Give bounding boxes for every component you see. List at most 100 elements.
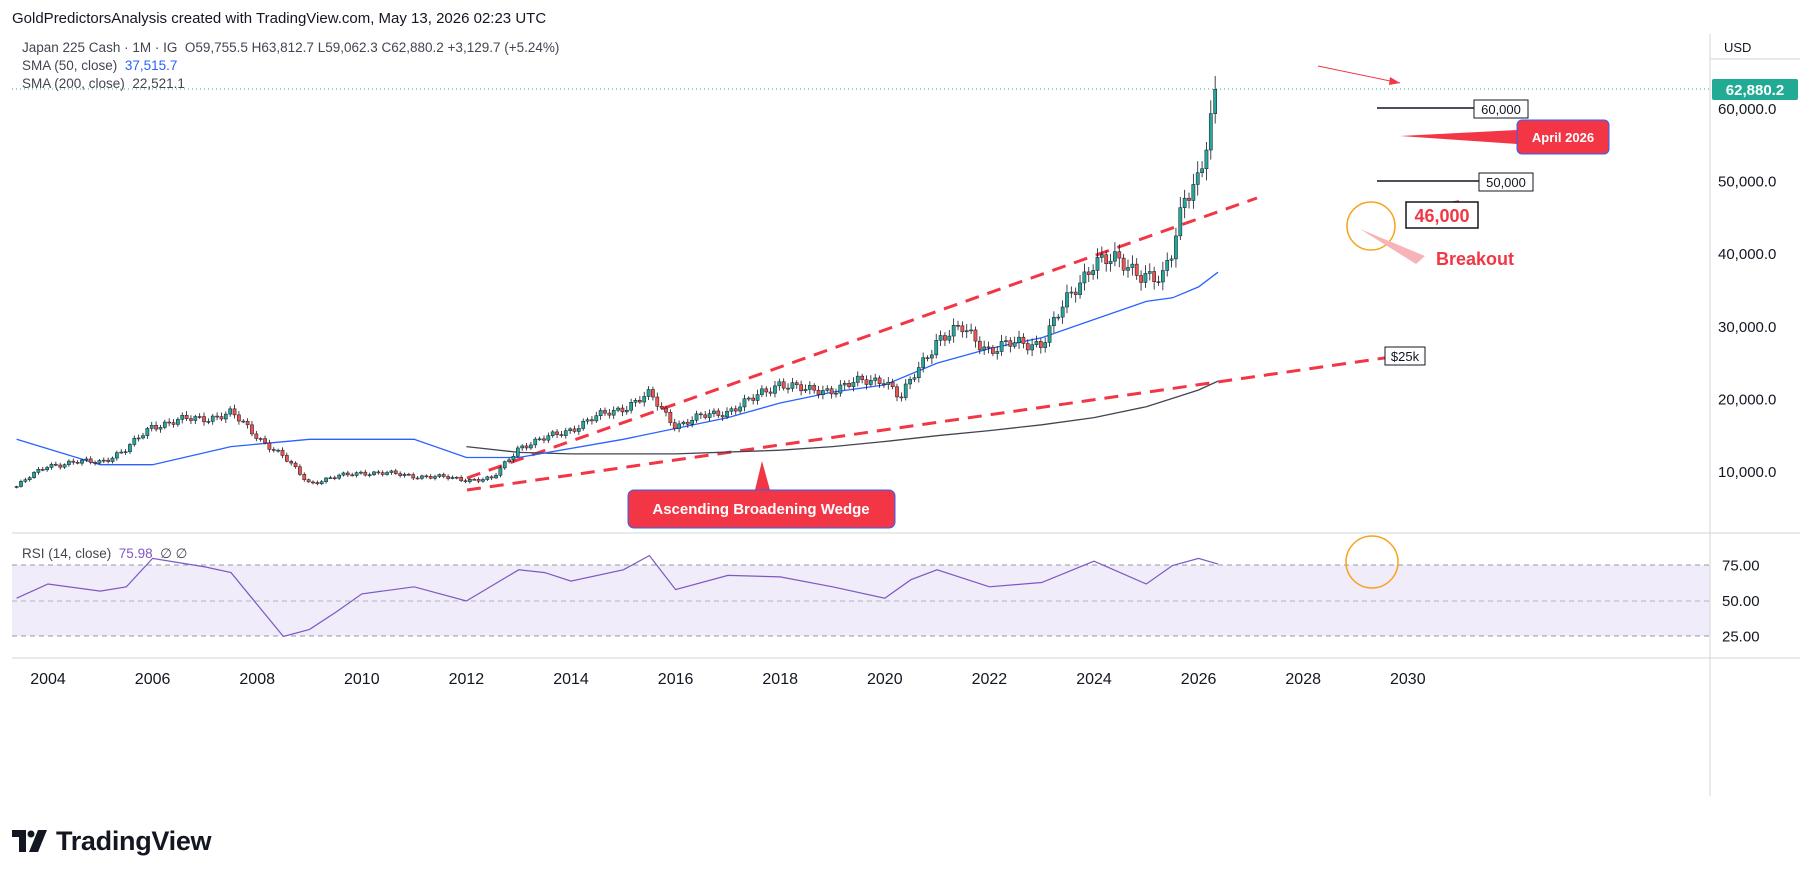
candle-body: [424, 475, 429, 478]
candle-body: [1095, 257, 1100, 271]
chart-background: [12, 34, 1800, 806]
candle-body: [834, 392, 838, 395]
candle-body: [598, 410, 603, 416]
symbol-name: Japan 225 Cash · 1M · IG: [22, 40, 178, 55]
candle-body: [437, 474, 442, 477]
x-tick-label: 2014: [553, 671, 589, 688]
candle-body: [951, 325, 956, 337]
candle-body: [964, 330, 969, 333]
candle-body: [306, 479, 311, 483]
candle-body: [367, 474, 372, 476]
candle-body: [58, 464, 63, 468]
candle-body: [882, 383, 886, 385]
candle-body: [533, 438, 538, 446]
candle-body: [1069, 291, 1074, 294]
candle-body: [258, 438, 263, 440]
candle-body: [485, 476, 490, 480]
candle-body: [938, 335, 943, 341]
candle-body: [1065, 292, 1069, 308]
candle-body: [337, 474, 341, 479]
x-tick-label: 2012: [449, 671, 485, 688]
candle-body: [402, 473, 407, 476]
candle-body: [986, 346, 991, 349]
candle-body: [664, 407, 668, 413]
candle-body: [1195, 172, 1200, 185]
candle-body: [1038, 341, 1043, 348]
candle-body: [655, 396, 660, 407]
rsi-legend: RSI (14, close) 75.98 ∅ ∅: [22, 546, 188, 561]
candle-body: [707, 413, 712, 418]
candle-body: [1178, 207, 1183, 237]
sma200-legend: SMA (200, close) 22,521.1: [22, 76, 185, 91]
candle-body: [232, 408, 237, 416]
wedge-upper-line: [466, 196, 1258, 480]
ohlc-values: O59,755.5 H63,812.7 L59,062.3 C62,880.2 …: [184, 40, 560, 55]
candle-body: [302, 474, 307, 480]
candle-body: [498, 467, 503, 476]
attribution-text: GoldPredictorsAnalysis created with Trad…: [12, 10, 547, 27]
april-pointer: [1400, 130, 1517, 144]
candle-body: [162, 421, 167, 428]
wedge-lower-line: [466, 352, 1413, 492]
candle-body: [254, 433, 259, 439]
rsi-value: 75.98: [118, 546, 153, 561]
label-april-2026: April 2026: [1516, 119, 1610, 155]
sma50-legend: SMA (50, close) 37,515.7: [22, 58, 178, 73]
candle-body: [494, 475, 498, 479]
x-tick-label: 2026: [1181, 671, 1217, 688]
candle-body: [1008, 340, 1013, 347]
candle-body: [973, 329, 978, 342]
candle-body: [372, 471, 376, 475]
candle-body: [171, 422, 176, 425]
candle-body: [110, 457, 115, 462]
candle-body: [733, 408, 738, 412]
candle-body: [115, 452, 119, 459]
candle-body: [934, 340, 939, 356]
candle-body: [864, 379, 869, 385]
candle-body: [908, 379, 912, 385]
candle-body: [267, 442, 272, 450]
candle-body: [1121, 257, 1126, 271]
candle-body: [764, 388, 769, 393]
candle-body: [1108, 260, 1113, 264]
top-arrow-head: [1389, 77, 1400, 85]
y-tick-label: 60,000.0: [1718, 101, 1776, 118]
svg-text:Ascending Broadening Wedge: Ascending Broadening Wedge: [652, 501, 869, 518]
candle-body: [559, 434, 564, 436]
candle-body: [847, 382, 851, 387]
candle-body: [1091, 270, 1095, 275]
label-breakout: Breakout: [1436, 249, 1514, 269]
label-60k: 60,000: [1473, 99, 1529, 119]
candle-body: [777, 381, 782, 387]
candle-body: [620, 407, 625, 413]
candle-body: [472, 479, 477, 481]
candle-body: [380, 472, 385, 475]
chart-area[interactable]: 60,000 50,000 April 2026 46,000 Breakout…: [12, 34, 1800, 806]
candle-body: [607, 412, 612, 416]
candle-body: [581, 420, 586, 429]
candle-body: [1060, 306, 1065, 318]
candle-body: [36, 468, 41, 473]
x-tick-label: 2028: [1285, 671, 1321, 688]
candle-body: [563, 430, 568, 436]
candle-body: [393, 470, 398, 474]
candle-body: [420, 475, 424, 479]
currency-label[interactable]: USD: [1724, 40, 1751, 55]
candle-body: [982, 346, 987, 351]
candle-body: [524, 445, 529, 449]
x-tick-label: 2006: [135, 671, 171, 688]
tradingview-logo-text: TradingView: [56, 825, 212, 856]
candle-body: [812, 385, 817, 391]
candle-body: [746, 397, 751, 400]
sma50-value: 37,515.7: [124, 58, 178, 73]
candle-body: [624, 409, 629, 413]
candle-body: [193, 416, 198, 421]
candle-body: [794, 382, 799, 385]
candle-body: [237, 414, 241, 422]
tradingview-logo[interactable]: TradingView: [12, 825, 212, 856]
candle-body: [210, 415, 215, 422]
candle-body: [407, 473, 411, 476]
candle-body: [19, 481, 23, 487]
candle-body: [873, 377, 878, 381]
candle-body: [298, 466, 302, 475]
